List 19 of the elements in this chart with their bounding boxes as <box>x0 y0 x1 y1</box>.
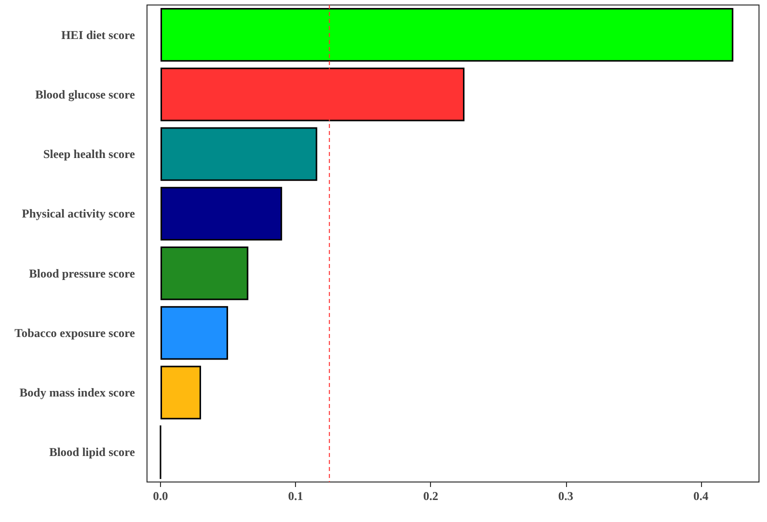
y-tick-label: Tobacco exposure score <box>14 326 136 340</box>
x-tick-label: 0.3 <box>558 489 574 503</box>
y-tick-label: Blood pressure score <box>28 266 136 280</box>
x-tick-label: 0.0 <box>153 489 168 503</box>
bar <box>160 246 248 300</box>
y-tick-label: Physical activity score <box>22 206 136 221</box>
x-tick-label: 0.1 <box>288 489 304 503</box>
y-tick-label: Body mass index score <box>20 386 136 400</box>
bar <box>160 366 202 420</box>
bar <box>160 8 734 62</box>
y-tick-label: Blood glucose score <box>35 87 136 102</box>
x-tick-label: 0.4 <box>693 489 708 503</box>
y-tick-label: HEI diet score <box>61 28 136 42</box>
bar <box>160 186 282 241</box>
bar <box>160 306 228 360</box>
y-tick-label: Sleep health score <box>43 147 136 162</box>
bar <box>160 127 318 181</box>
x-tick-label: 0.2 <box>423 489 438 503</box>
y-tick-label: Blood lipid score <box>49 445 136 460</box>
